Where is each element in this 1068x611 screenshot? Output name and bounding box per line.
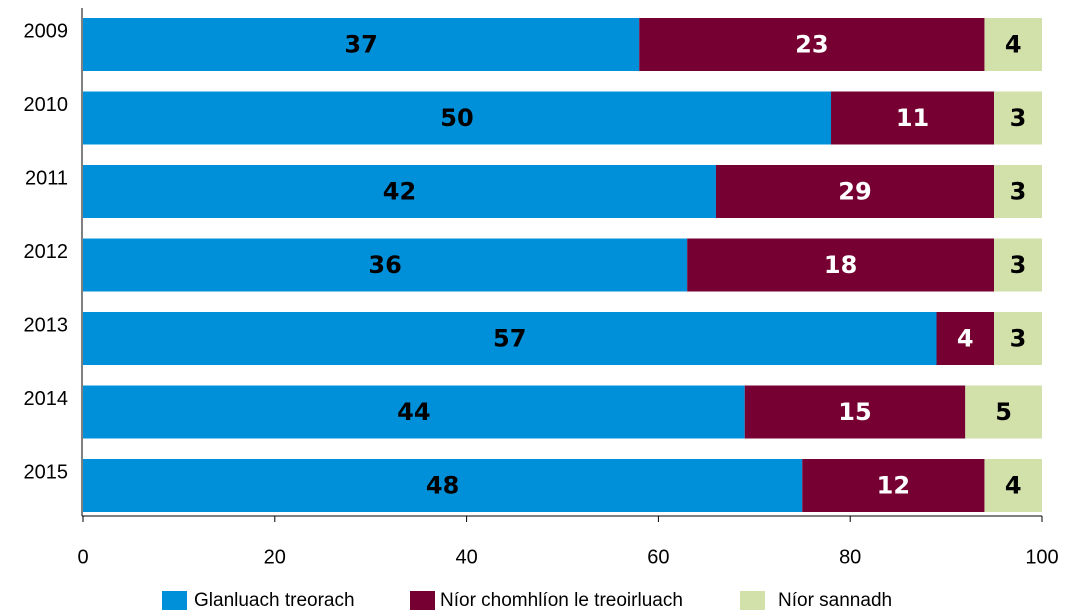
y-tick-label-2011: 2011 [25, 167, 68, 189]
x-axis: 0 20 40 60 80 100 [77, 515, 1059, 568]
bar-2009-series-0 [83, 18, 640, 71]
bar-2010-series-1 [831, 91, 995, 145]
bar-label-2012-series-1: 18 [824, 251, 857, 279]
legend: Glanluach treorach Níor chomhlíon le treo… [162, 590, 892, 611]
bar-label-2013-series-0: 57 [493, 325, 526, 353]
x-tick-label-80: 80 [839, 546, 861, 568]
bar-label-2010-series-2: 3 [1010, 104, 1027, 132]
x-tick-label-40: 40 [455, 546, 477, 568]
y-tick-label-2013: 2013 [24, 314, 69, 336]
bar-2011-series-1 [715, 165, 995, 218]
y-tick-label-2009: 2009 [24, 20, 69, 42]
y-tick-label-2015: 2015 [24, 461, 69, 483]
y-tick-label-2014: 2014 [24, 388, 69, 410]
x-tick-label-100: 100 [1025, 546, 1058, 568]
y-axis: 2009 2010 2011 2012 2013 2014 2015 [24, 8, 83, 516]
legend-label-2: Níor sannadh [778, 590, 892, 611]
bar-2014-series-2 [965, 385, 1042, 439]
bar-2015-series-0 [83, 459, 803, 512]
bar-label-2013-series-2: 3 [1010, 325, 1027, 353]
legend-label-0: Glanluach treorach [194, 590, 355, 611]
bar-label-2012-series-2: 3 [1010, 251, 1027, 279]
bar-2010-series-2 [994, 91, 1042, 145]
bar-label-2014-series-0: 44 [397, 398, 430, 426]
x-tick-label-0: 0 [77, 546, 88, 568]
x-tick-label-20: 20 [264, 546, 286, 568]
bar-2013-series-0 [83, 312, 937, 365]
bar-2009-series-2 [984, 18, 1042, 71]
bar-2009-series-1 [639, 18, 985, 71]
bar-label-2009-series-1: 23 [795, 31, 828, 59]
bar-2012-series-0 [83, 238, 688, 292]
bar-label-2015-series-1: 12 [877, 472, 910, 500]
bar-label-2013-series-1: 4 [957, 325, 974, 353]
x-tick-label-60: 60 [647, 546, 669, 568]
y-tick-label-2010: 2010 [24, 94, 69, 116]
bar-2015-series-2 [984, 459, 1042, 512]
y-tick-label-2012: 2012 [24, 241, 69, 263]
bar-2015-series-1 [802, 459, 985, 512]
bar-2013-series-1 [936, 312, 995, 365]
bar-label-2010-series-0: 50 [440, 104, 473, 132]
bar-label-2015-series-0: 48 [426, 472, 459, 500]
bar-2012-series-1 [687, 238, 995, 292]
bars-layer [83, 18, 1042, 512]
bar-label-2012-series-0: 36 [368, 251, 401, 279]
bar-2013-series-2 [994, 312, 1042, 365]
bar-2011-series-0 [83, 165, 716, 218]
bar-2012-series-2 [994, 238, 1042, 292]
bar-label-2014-series-2: 5 [995, 398, 1012, 426]
legend-swatch-0 [162, 591, 187, 610]
bar-2011-series-2 [994, 165, 1042, 218]
bar-labels-layer: 37 23 4 50 11 3 42 29 3 36 18 3 57 4 3 44 15 5 48 12 4 [344, 31, 1026, 500]
bar-2010-series-0 [83, 91, 832, 145]
bar-label-2009-series-0: 37 [344, 31, 377, 59]
bar-label-2009-series-2: 4 [1005, 31, 1022, 59]
bar-label-2014-series-1: 15 [838, 398, 871, 426]
bar-label-2011-series-0: 42 [383, 178, 416, 206]
bar-2014-series-1 [744, 385, 966, 439]
bar-label-2011-series-2: 3 [1010, 178, 1027, 206]
legend-swatch-1 [410, 591, 435, 610]
bar-label-2015-series-2: 4 [1005, 472, 1022, 500]
bar-2014-series-0 [83, 385, 745, 439]
legend-swatch-2 [740, 591, 765, 610]
bar-label-2011-series-1: 29 [838, 178, 871, 206]
bar-label-2010-series-1: 11 [896, 104, 929, 132]
legend-label-1: Níor chomhlíon le treoirluach [440, 590, 683, 611]
